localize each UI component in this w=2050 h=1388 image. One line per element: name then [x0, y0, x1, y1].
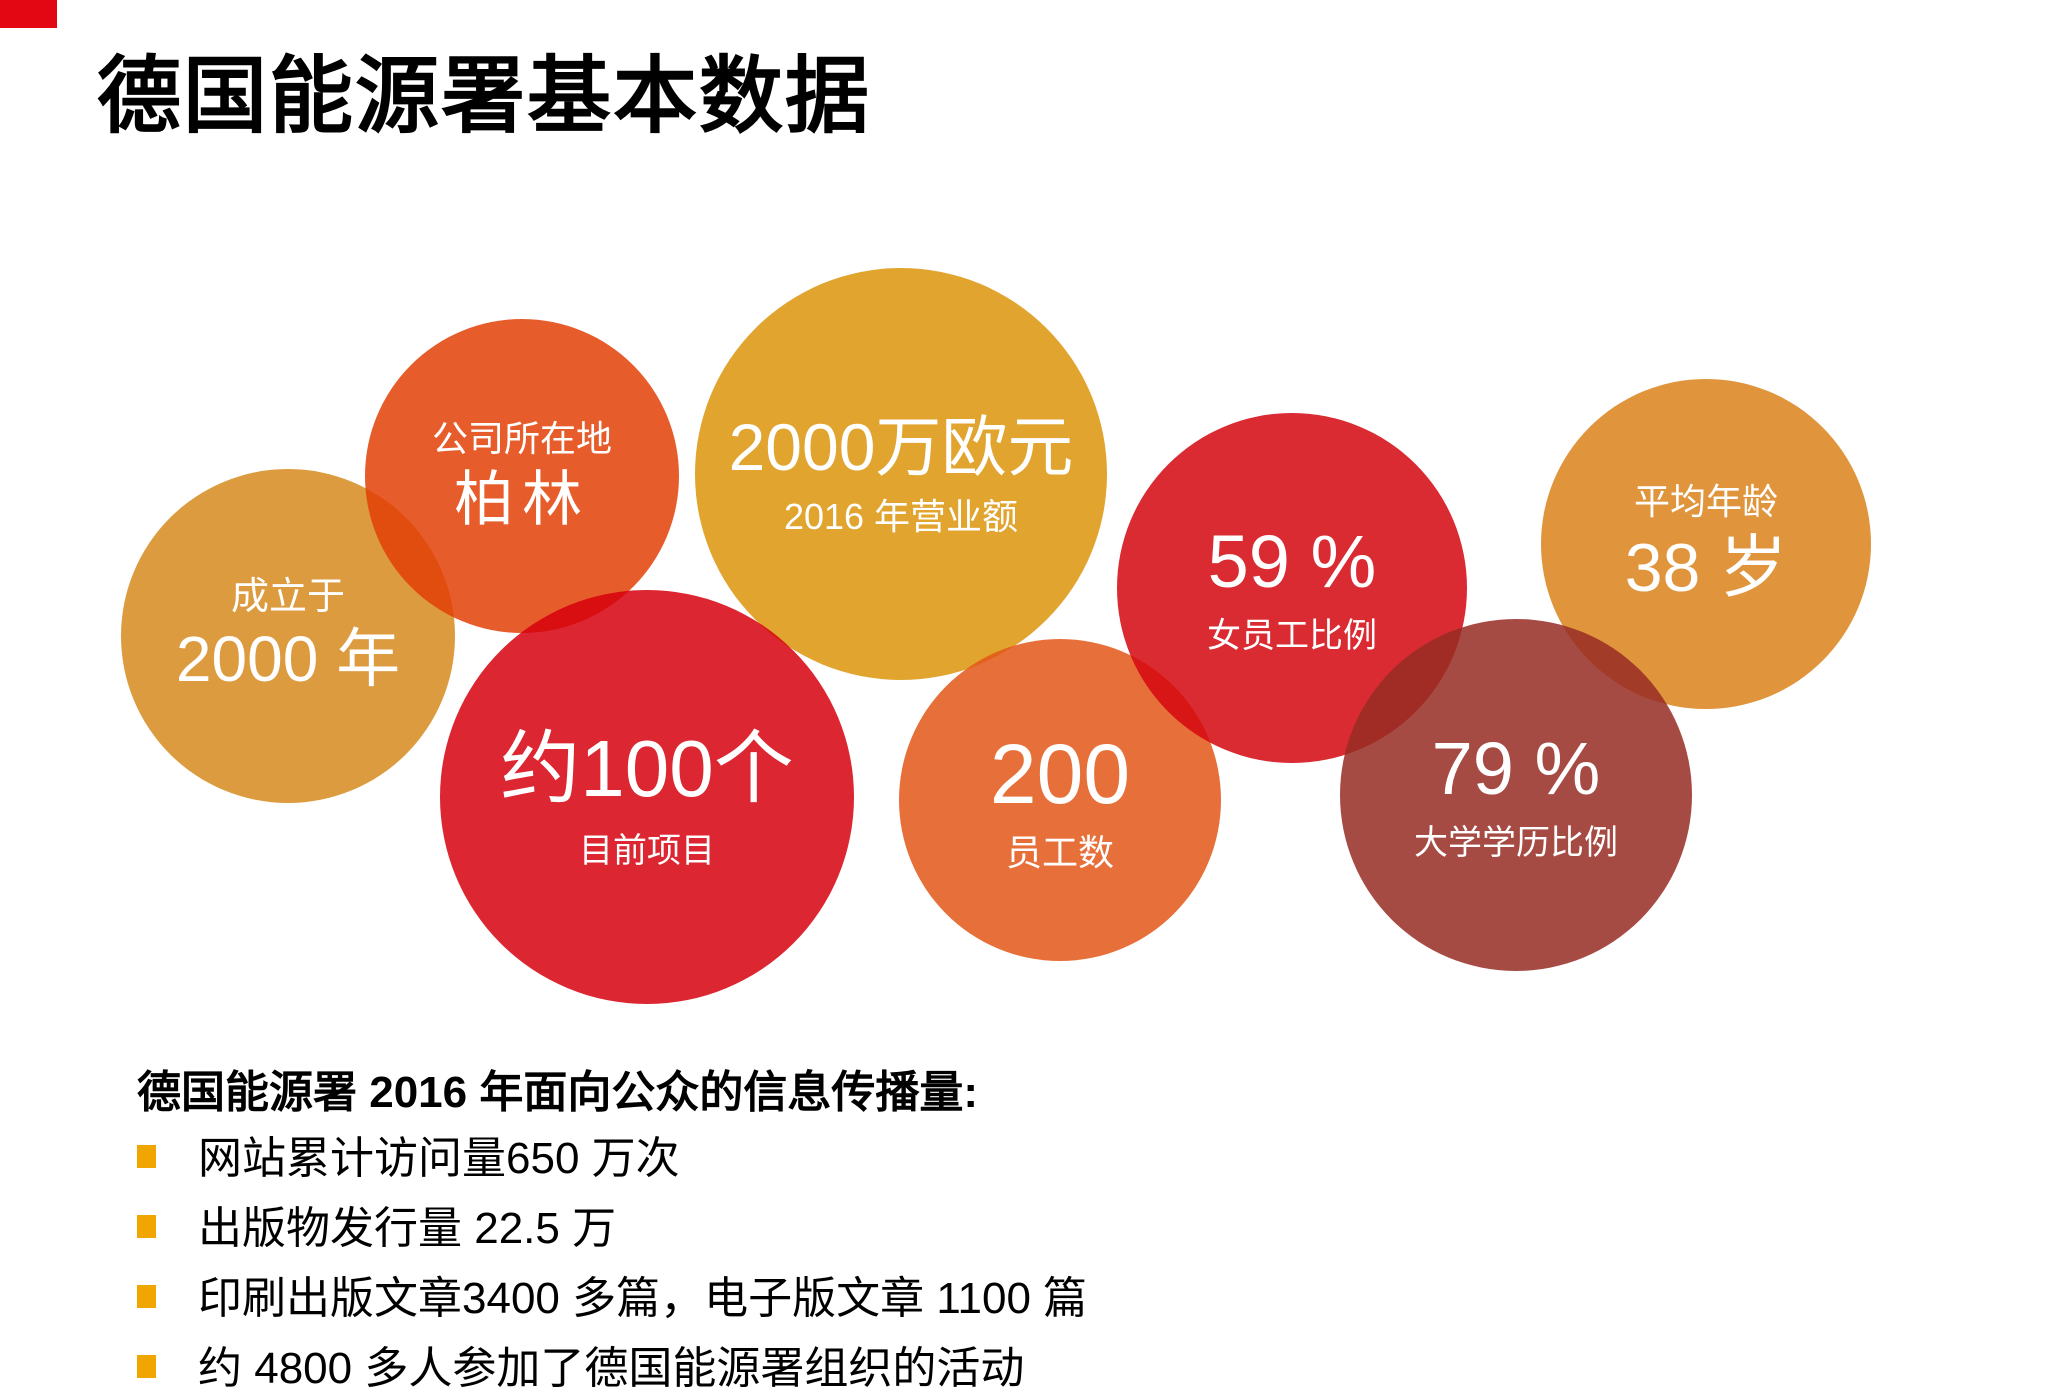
bubble-average-age-label: 平均年龄	[1633, 480, 1778, 522]
info-section: 德国能源署 2016 年面向公众的信息传播量: 网站累计访问量650 万次 出版…	[137, 1056, 1937, 1388]
bubble-university-share-label: 大学学历比例	[1414, 824, 1618, 863]
bubble-projects-label: 目前项目	[579, 831, 715, 870]
bubble-employees-label: 员工数	[1005, 831, 1114, 873]
bubble-revenue-label: 2016 年营业额	[783, 495, 1019, 537]
bubble-projects: 约100个 目前项目	[440, 590, 854, 1004]
info-item-website-visits: 网站累计访问量650 万次	[137, 1128, 680, 1183]
info-item-event-participants: 约 4800 多人参加了德国能源署组织的活动	[137, 1338, 1024, 1388]
bubble-location-label: 公司所在地	[431, 418, 612, 460]
bubble-founded-label: 成立于	[230, 575, 345, 618]
bullet-square-icon	[137, 1354, 156, 1378]
bubble-revenue: 2000万欧元 2016 年营业额	[695, 268, 1107, 680]
page-title: 德国能源署基本数据	[97, 49, 872, 143]
bubble-projects-value: 约100个	[500, 724, 794, 814]
info-item-text: 网站累计访问量650 万次	[198, 1134, 680, 1183]
bubble-employees-value: 200	[989, 726, 1131, 821]
bubble-university-share-value: 79 %	[1431, 726, 1601, 810]
bubble-revenue-value: 2000万欧元	[728, 409, 1074, 484]
bubble-average-age-value: 38 岁	[1624, 530, 1788, 607]
info-item-articles: 印刷出版文章3400 多篇，电子版文章 1100 篇	[137, 1268, 1087, 1323]
bubble-location: 公司所在地 柏林	[365, 319, 679, 633]
info-heading: 德国能源署 2016 年面向公众的信息传播量:	[137, 1068, 978, 1117]
bullet-square-icon	[137, 1214, 156, 1238]
bullet-square-icon	[137, 1284, 156, 1308]
bubble-university-share: 79 % 大学学历比例	[1340, 619, 1692, 971]
info-item-publications: 出版物发行量 22.5 万	[137, 1198, 616, 1253]
bubble-women-share-value: 59 %	[1207, 519, 1377, 603]
brand-corner-mark	[0, 0, 57, 28]
info-item-text: 印刷出版文章3400 多篇，电子版文章 1100 篇	[198, 1274, 1088, 1323]
bubble-women-share-label: 女员工比例	[1207, 617, 1377, 656]
info-item-text: 约 4800 多人参加了德国能源署组织的活动	[198, 1344, 1025, 1388]
bubble-location-value: 柏林	[454, 465, 590, 533]
bubble-founded-value: 2000 年	[175, 623, 401, 696]
bullet-square-icon	[137, 1144, 156, 1168]
info-item-text: 出版物发行量 22.5 万	[198, 1204, 617, 1253]
